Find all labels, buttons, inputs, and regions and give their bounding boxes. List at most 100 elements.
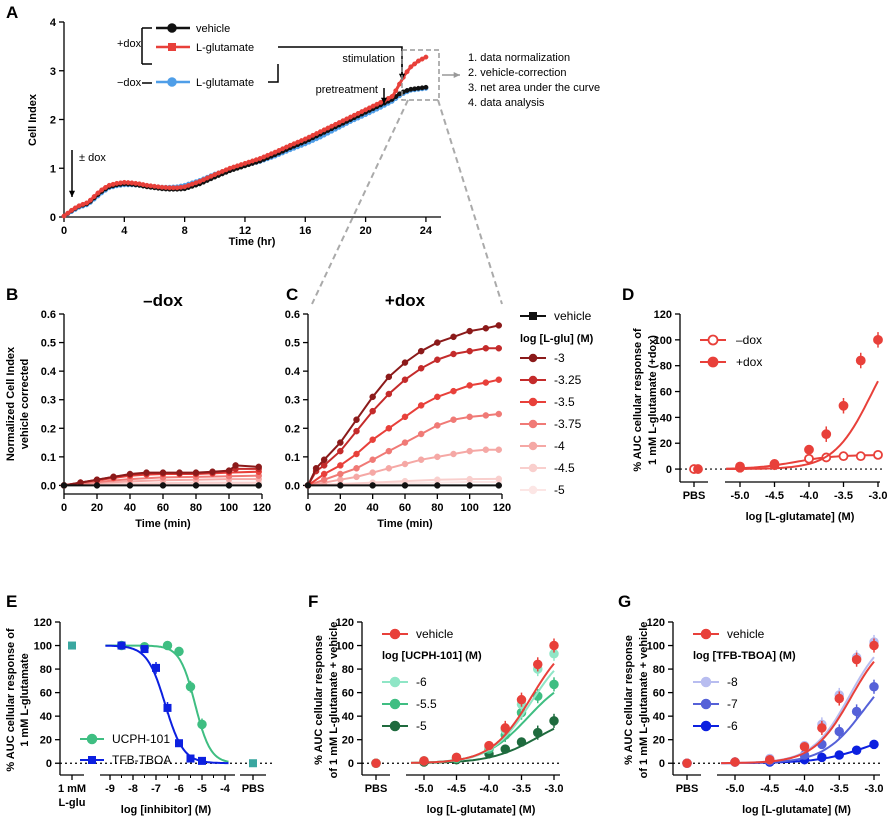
x-tick-label: -4.0: [800, 490, 819, 502]
series-point: [378, 99, 384, 105]
series-point: [397, 81, 402, 87]
legend-swatch-marker: [528, 375, 538, 385]
y-axis-title-2: of 1 mM L-glutamate + vehicle: [638, 622, 650, 779]
series-point: [337, 462, 344, 469]
series-point: [434, 339, 441, 346]
panel-c: 0.0 0.1 0.2 0.3 0.4 0.5 0.6 0 20 40 60 80 100 120 Time…: [285, 291, 511, 530]
x-tick-label: 20: [359, 225, 371, 237]
data-point: [117, 641, 126, 650]
data-point: [186, 754, 195, 763]
series-point: [176, 469, 183, 476]
y-tick-label: 60: [40, 688, 52, 700]
series-point: [126, 470, 134, 478]
x-tick-label: -4.0: [795, 783, 814, 795]
data-point: [873, 449, 883, 460]
data-point: [152, 663, 160, 672]
legend-swatch-marker: [528, 353, 538, 363]
legend-label: -3.5: [554, 395, 575, 409]
series-point: [159, 482, 167, 489]
pbs-point: [249, 759, 257, 768]
legend-swatch-marker: [167, 23, 177, 33]
zoom-line-left: [311, 99, 409, 305]
y-tick-label: 80: [653, 664, 665, 676]
legend-header: log [UCPH-101] (M): [382, 650, 482, 662]
series-point: [482, 345, 490, 352]
fit-curve: [411, 670, 555, 764]
pretreatment-annotation: pretreatment: [316, 84, 378, 96]
series-point: [466, 413, 473, 421]
x-tick-label: 120: [253, 502, 271, 514]
series-point: [192, 482, 200, 489]
x-tick-label: 16: [299, 225, 311, 237]
series-point: [434, 356, 441, 363]
series-point: [450, 416, 457, 423]
series-point: [495, 376, 503, 383]
x-tick-label: -4.0: [480, 783, 499, 795]
series-point: [385, 425, 393, 432]
x-tick-label: 0: [61, 502, 67, 514]
x-tick-label: -4: [220, 783, 231, 795]
series-point: [466, 347, 473, 355]
panel-letter-d: D: [622, 285, 634, 304]
y-tick-label: 0: [50, 212, 56, 224]
y-tick-label: 100: [336, 641, 354, 653]
y-tick-label: 60: [660, 387, 672, 399]
data-point: [817, 723, 827, 733]
steps-arrow: [442, 71, 460, 79]
x-tick-label: -6: [174, 783, 184, 795]
fit-curve: [721, 696, 875, 765]
legend-label: -6: [416, 675, 427, 689]
legend-label: -3.25: [554, 373, 582, 387]
data-point: [834, 726, 844, 737]
series-point: [385, 447, 393, 455]
series-point: [450, 333, 457, 341]
legend-connector: [268, 64, 279, 83]
panel-letter-a: A: [6, 3, 18, 22]
legend-swatch-marker: [389, 698, 401, 710]
legend-swatch-marker: [707, 334, 719, 346]
ref-label-1: 1 mM: [58, 783, 86, 795]
series-point: [110, 473, 117, 481]
steps-arrow-head: [453, 71, 460, 79]
data-point: [163, 703, 172, 712]
y-tick-label: 100: [654, 335, 672, 347]
series-point: [337, 447, 344, 455]
y-tick-label: 0: [46, 758, 52, 770]
data-point: [851, 654, 862, 665]
series-line: [307, 378, 500, 487]
series-point: [417, 402, 425, 409]
data-point: [869, 739, 879, 750]
dox-arrow-head: [68, 190, 76, 197]
series-point: [320, 476, 328, 483]
legend-swatch-marker: [86, 733, 98, 745]
data-point: [799, 742, 810, 752]
y-tick-label: 40: [653, 711, 665, 723]
x-tick-label: 60: [399, 502, 411, 514]
series-point: [450, 387, 457, 395]
legend-swatch-marker: [529, 312, 537, 320]
legend-swatch-marker: [88, 756, 96, 764]
legend-swatch-marker: [528, 397, 538, 407]
series-point: [369, 482, 376, 489]
legend-swatch-marker: [528, 441, 538, 451]
series-point: [466, 327, 473, 335]
series-point: [417, 365, 425, 372]
legend-label: -4.5: [554, 461, 575, 475]
series-point: [417, 430, 425, 438]
step-label: 1. data normalization: [468, 52, 570, 64]
series-point: [353, 465, 360, 472]
x-tick-label: 120: [493, 502, 511, 514]
data-point: [533, 727, 543, 738]
series-point: [412, 61, 418, 67]
pbs-label: PBS: [365, 783, 388, 795]
series-point: [369, 456, 376, 463]
x-tick-label: 40: [367, 502, 379, 514]
x-tick-label: 0: [305, 502, 311, 514]
x-tick-label: -3.0: [865, 783, 884, 795]
y-axis-title: % AUC cellular response of: [5, 628, 17, 772]
y-axis-title-2: of 1 mM L-glutamate + vehicle: [328, 622, 340, 779]
data-point: [804, 444, 814, 455]
legend-swatch-marker: [528, 419, 538, 429]
